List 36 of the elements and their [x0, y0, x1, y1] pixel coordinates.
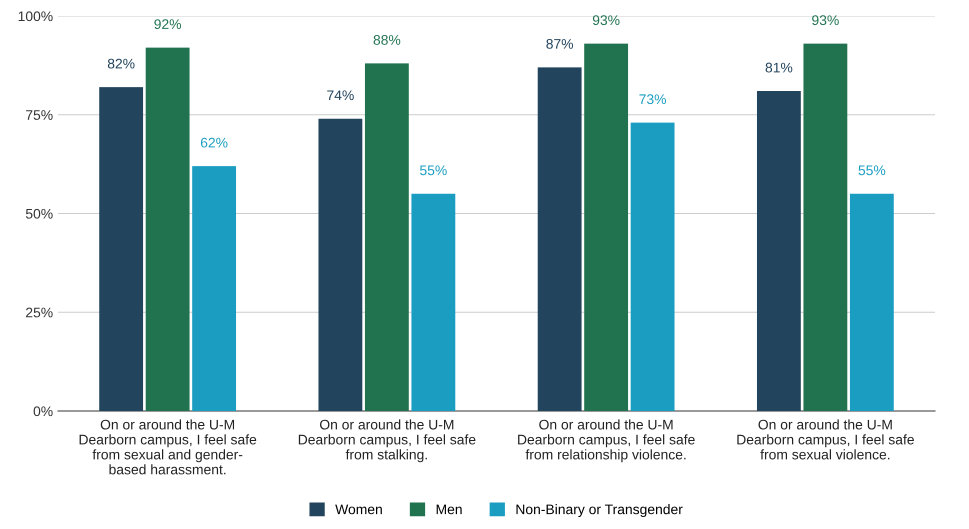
data-label: 87% — [546, 38, 574, 49]
bar — [364, 63, 409, 411]
y-tick-label: 100% — [18, 11, 53, 22]
bar — [146, 48, 190, 411]
legend-label: Women — [335, 504, 382, 514]
y-tick-label: 75% — [26, 110, 53, 120]
data-label: 55% — [420, 165, 447, 176]
bar — [850, 194, 894, 411]
y-tick-label: 25% — [26, 308, 53, 318]
legend-label: Non-Binary or Transgender — [516, 504, 683, 517]
bar — [756, 91, 801, 411]
bar — [584, 44, 628, 411]
x-tick-label: On or around the U-M Dearborn campus, I feel safe from stalking. — [298, 419, 476, 462]
bar — [538, 67, 582, 411]
y-tick-label: 50% — [26, 208, 53, 219]
data-label: 55% — [858, 165, 886, 176]
data-label: 62% — [200, 138, 228, 148]
data-label: 73% — [639, 94, 666, 104]
data-label: 93% — [812, 15, 839, 26]
x-tick-label: On or around the U-M Dearborn campus, I feel safe from sexual and gender- based harassment. — [80, 419, 256, 474]
legend-label: Men — [436, 504, 462, 514]
data-label: 88% — [374, 35, 400, 45]
bar — [192, 166, 236, 411]
data-label: 82% — [108, 58, 135, 69]
bar — [630, 122, 675, 411]
bar — [803, 44, 848, 411]
data-label: 93% — [592, 15, 620, 26]
data-label: 92% — [154, 19, 182, 30]
x-tick-label: On or around the U-M Dearborn campus, I feel safe from relationship violence. — [518, 419, 695, 462]
bar — [411, 194, 456, 411]
bar — [99, 87, 144, 411]
x-tick-label: On or around the U-M Dearborn campus, I feel safe from sexual violence. — [737, 419, 914, 460]
data-label: 81% — [766, 62, 792, 73]
data-label: 74% — [327, 90, 354, 100]
y-tick-label: 0% — [34, 406, 53, 416]
bar — [318, 118, 362, 411]
